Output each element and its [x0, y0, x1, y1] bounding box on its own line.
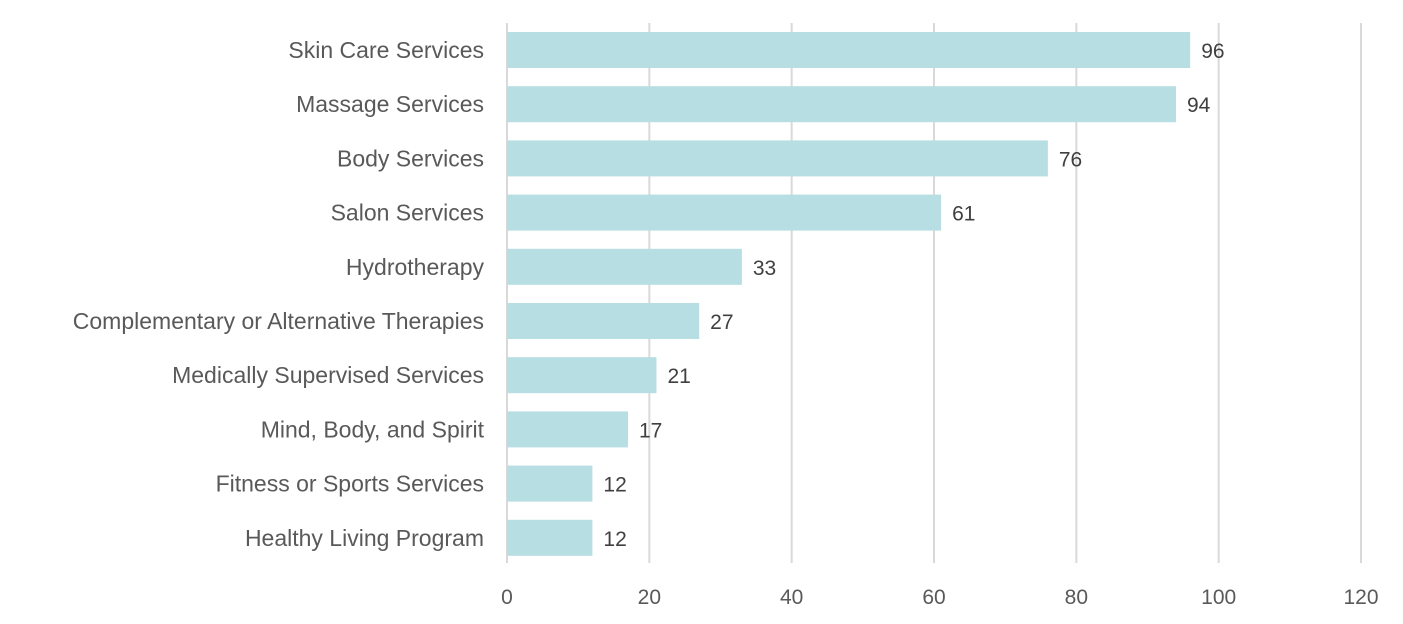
- category-label: Skin Care Services: [288, 37, 484, 63]
- bar: [507, 140, 1048, 177]
- bar: [507, 303, 700, 339]
- category-label: Fitness or Sports Services: [216, 471, 484, 497]
- category-label: Salon Services: [331, 200, 484, 226]
- x-tick-label: 80: [1065, 586, 1088, 609]
- data-label: 12: [603, 474, 626, 497]
- data-label: 17: [639, 419, 662, 442]
- bar: [507, 357, 657, 394]
- bars: [507, 32, 1191, 556]
- x-tick-label: 120: [1343, 586, 1378, 609]
- category-label: Complementary or Alternative Therapies: [73, 308, 484, 334]
- category-label: Mind, Body, and Spirit: [261, 416, 485, 442]
- data-label: 76: [1059, 148, 1082, 171]
- x-tick-label: 0: [501, 586, 513, 609]
- category-label: Healthy Living Program: [245, 525, 484, 551]
- data-label: 94: [1187, 94, 1211, 117]
- bar: [507, 86, 1176, 123]
- bar: [507, 32, 1191, 68]
- category-label: Medically Supervised Services: [172, 362, 484, 388]
- x-tick-label: 40: [780, 586, 803, 609]
- data-label: 61: [952, 203, 975, 226]
- data-label: 21: [667, 365, 690, 388]
- data-label: 12: [603, 528, 626, 551]
- category-label: Massage Services: [296, 91, 484, 117]
- x-tick-label: 20: [638, 586, 661, 609]
- category-labels: Skin Care Services Massage Services Body S…: [73, 37, 485, 551]
- bar: [507, 248, 742, 285]
- data-labels: 96 94 76 61 33 27 21 17 12 12: [603, 40, 1224, 551]
- bar: [507, 519, 593, 556]
- bar: [507, 465, 593, 502]
- x-tick-label: 100: [1201, 586, 1236, 609]
- x-tick-label: 60: [922, 586, 945, 609]
- category-label: Hydrotherapy: [346, 254, 485, 280]
- x-axis-tick-labels: 0 20 40 60 80 100 120: [501, 586, 1378, 609]
- bar: [507, 194, 942, 231]
- category-label: Body Services: [337, 145, 484, 171]
- data-label: 27: [710, 311, 733, 334]
- bar: [507, 411, 628, 448]
- data-label: 33: [753, 257, 776, 280]
- data-label: 96: [1201, 40, 1224, 63]
